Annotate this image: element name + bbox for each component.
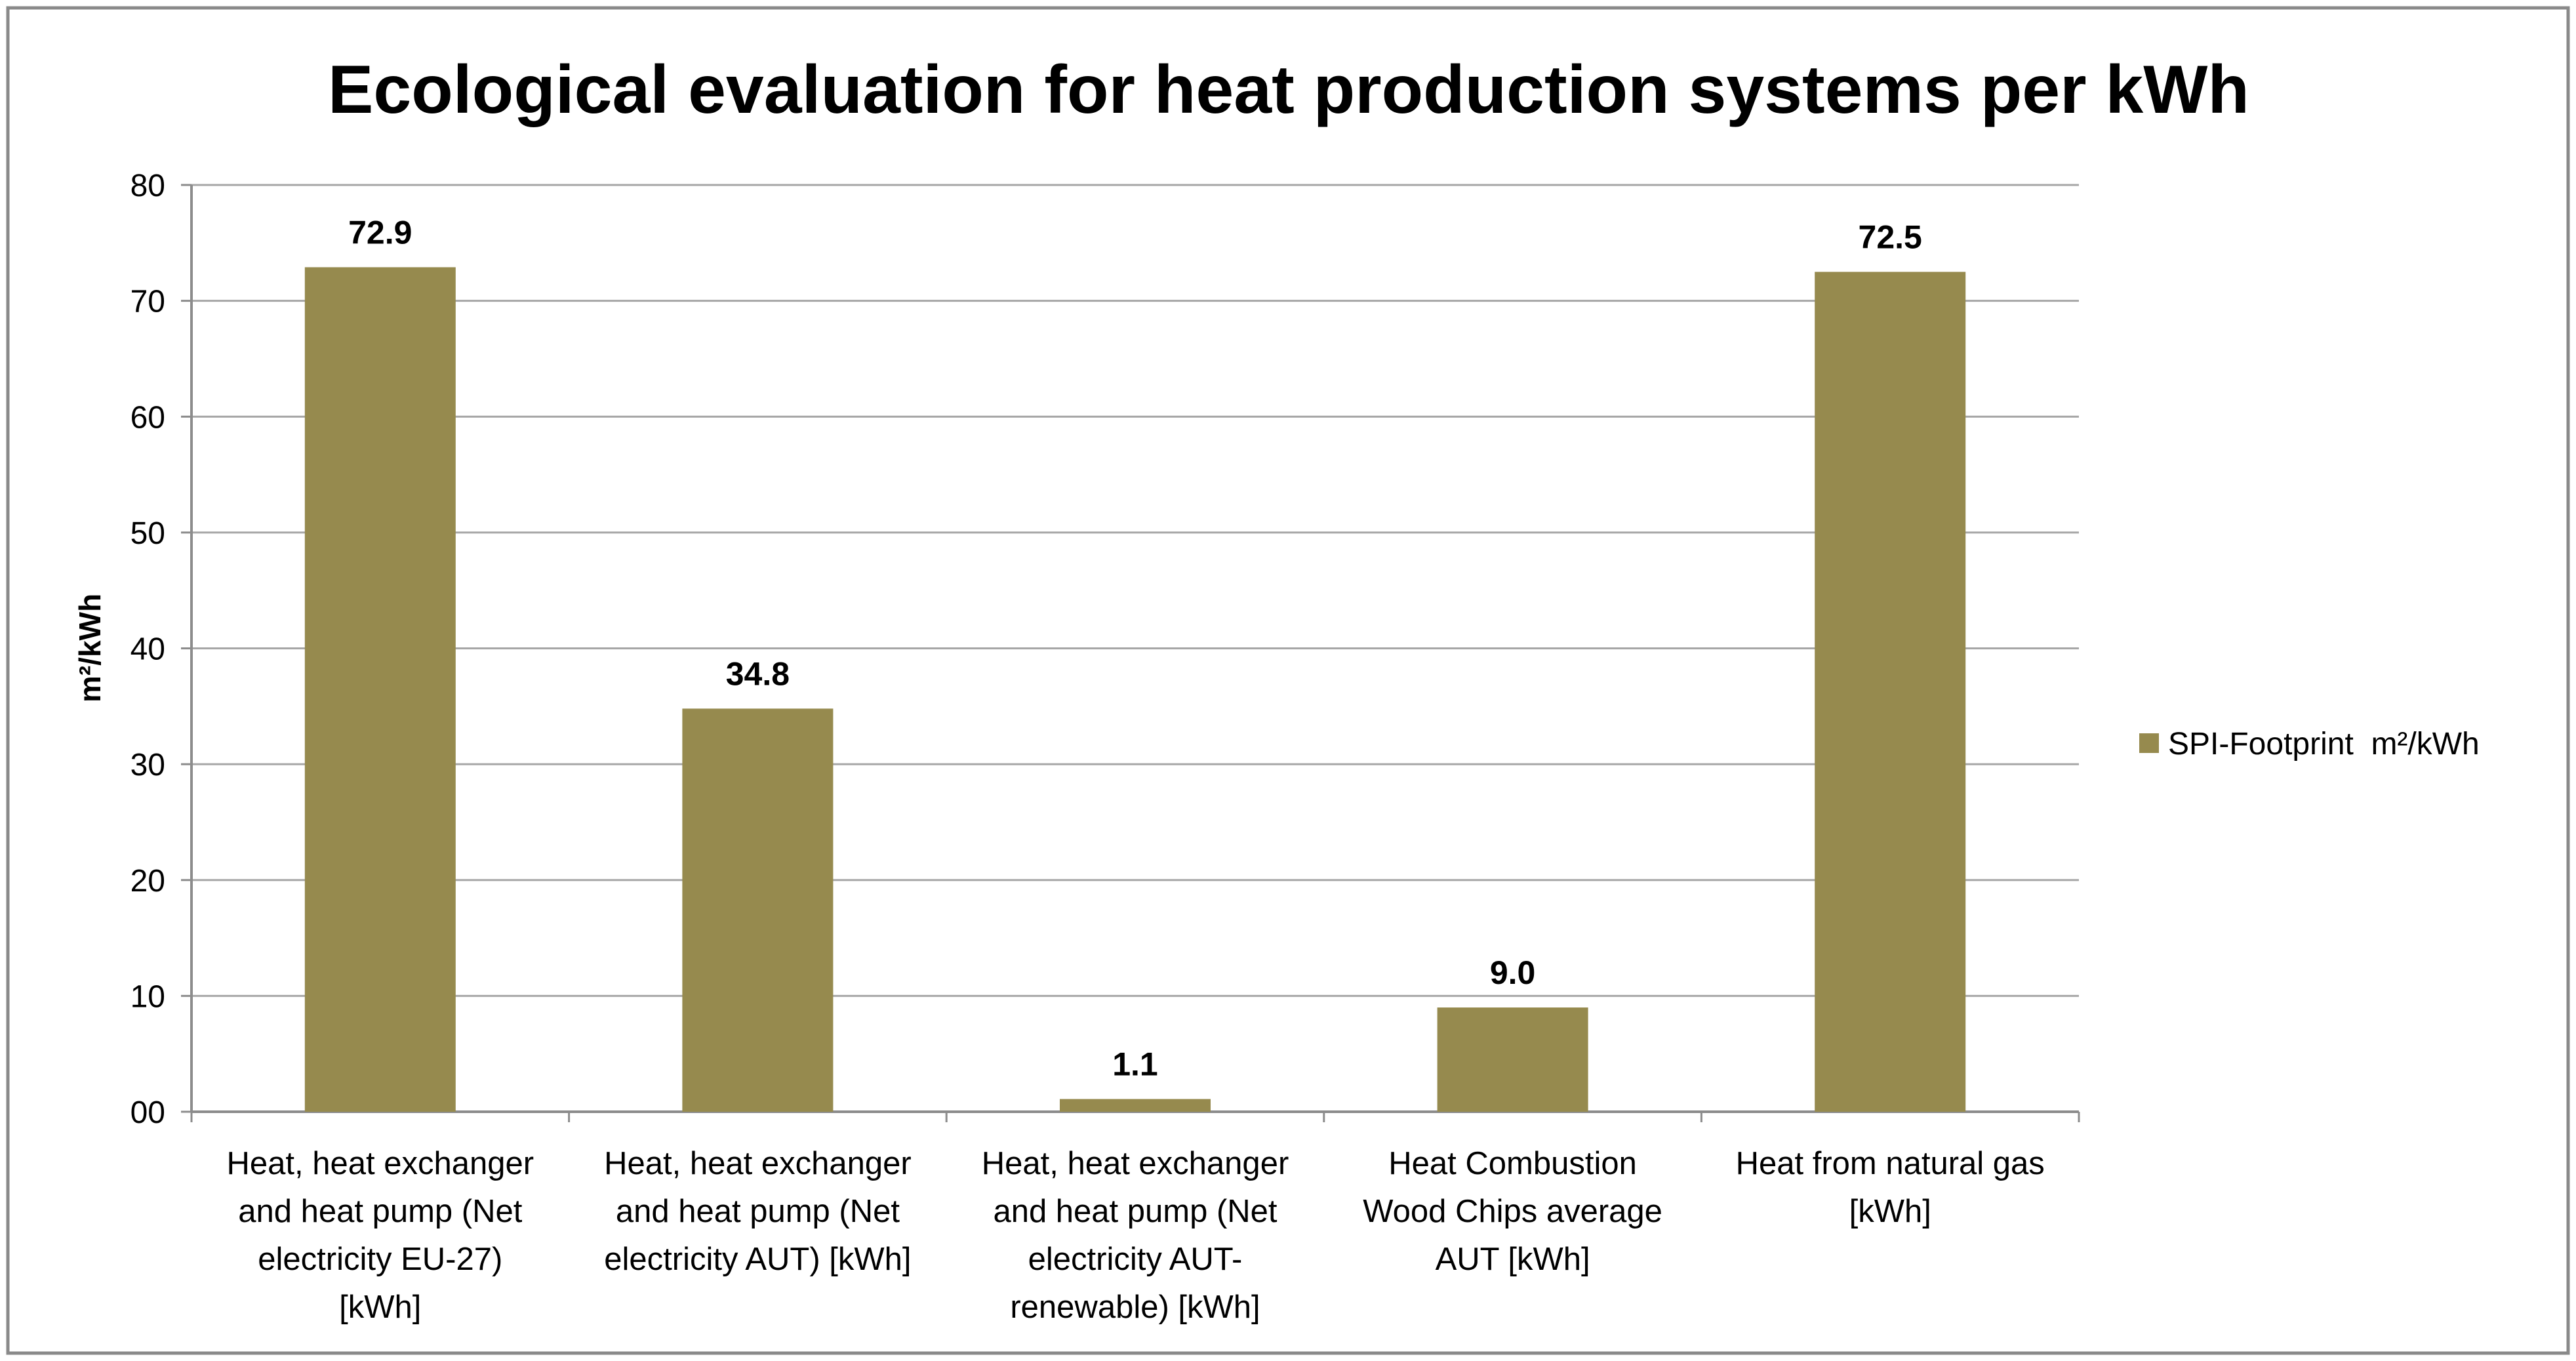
y-tick-label: 60 bbox=[131, 400, 165, 435]
x-category-label: Heat from natural gas [kWh] bbox=[1736, 1146, 2045, 1229]
y-axis-label: m²/kWh bbox=[73, 594, 107, 702]
y-tick-label: 40 bbox=[131, 632, 165, 667]
y-tick-label: 30 bbox=[131, 748, 165, 782]
y-tick-label: 80 bbox=[131, 169, 165, 203]
x-category-label-line: Heat Combustion bbox=[1388, 1146, 1637, 1181]
y-tick-label: 20 bbox=[131, 864, 165, 899]
y-tick-label: 70 bbox=[131, 285, 165, 319]
data-label: 1.1 bbox=[1112, 1046, 1158, 1083]
data-label: 9.0 bbox=[1490, 954, 1536, 991]
data-labels: 72.9 34.8 1.1 9.0 72.5 bbox=[348, 214, 1922, 1082]
bars-layer bbox=[304, 267, 1966, 1112]
x-category-label-line: Heat, heat exchanger bbox=[604, 1146, 912, 1181]
y-tick-labels: 00 10 20 30 40 50 60 70 80 bbox=[131, 169, 165, 1130]
x-category-label-line: and heat pump (Net bbox=[238, 1194, 522, 1229]
data-label: 34.8 bbox=[726, 655, 790, 692]
x-category-label-line: [kWh] bbox=[339, 1290, 421, 1325]
grid-layer bbox=[181, 184, 2080, 1122]
x-category-label-line: and heat pump (Net bbox=[993, 1194, 1277, 1229]
chart-title: Ecological evaluation for heat productio… bbox=[328, 52, 2249, 128]
x-category-label-line: renewable) [kWh] bbox=[1010, 1290, 1260, 1325]
x-category-label-line: [kWh] bbox=[1849, 1194, 1931, 1229]
x-category-label-line: and heat pump (Net bbox=[616, 1194, 900, 1229]
x-category-label-line: Heat, heat exchanger bbox=[227, 1146, 534, 1181]
x-category-label: Heat, heat exchanger and heat pump (Net el… bbox=[227, 1146, 534, 1325]
legend-swatch bbox=[2139, 733, 2159, 753]
data-label: 72.9 bbox=[348, 214, 412, 251]
bar bbox=[304, 267, 456, 1112]
x-category-label-line: Heat from natural gas bbox=[1736, 1146, 2045, 1181]
y-tick-label: 50 bbox=[131, 516, 165, 551]
x-category-label-line: electricity EU-27) bbox=[258, 1242, 502, 1277]
x-category-label-line: electricity AUT- bbox=[1028, 1242, 1243, 1277]
y-tick-label: 00 bbox=[131, 1095, 165, 1130]
x-category-label-line: electricity AUT) [kWh] bbox=[604, 1242, 911, 1277]
bar bbox=[1060, 1099, 1211, 1112]
bar bbox=[682, 708, 834, 1112]
x-category-labels: Heat, heat exchanger and heat pump (Net el… bbox=[227, 1146, 2045, 1325]
data-label: 72.5 bbox=[1859, 218, 1922, 255]
x-category-label: Heat, heat exchanger and heat pump (Net el… bbox=[604, 1146, 912, 1277]
x-category-label: Heat, heat exchanger and heat pump (Net el… bbox=[982, 1146, 1289, 1325]
x-category-label-line: Wood Chips average bbox=[1363, 1194, 1662, 1229]
legend-label: SPI-Footprint m²/kWh bbox=[2168, 727, 2480, 762]
x-category-label-line: AUT [kWh] bbox=[1436, 1242, 1590, 1277]
y-tick-label: 10 bbox=[131, 979, 165, 1014]
x-category-label-line: Heat, heat exchanger bbox=[982, 1146, 1289, 1181]
x-category-label: Heat Combustion Wood Chips average AUT [kW… bbox=[1363, 1146, 1662, 1277]
bar bbox=[1437, 1007, 1588, 1112]
bar bbox=[1815, 272, 1966, 1112]
legend: SPI-Footprint m²/kWh bbox=[2139, 727, 2480, 762]
